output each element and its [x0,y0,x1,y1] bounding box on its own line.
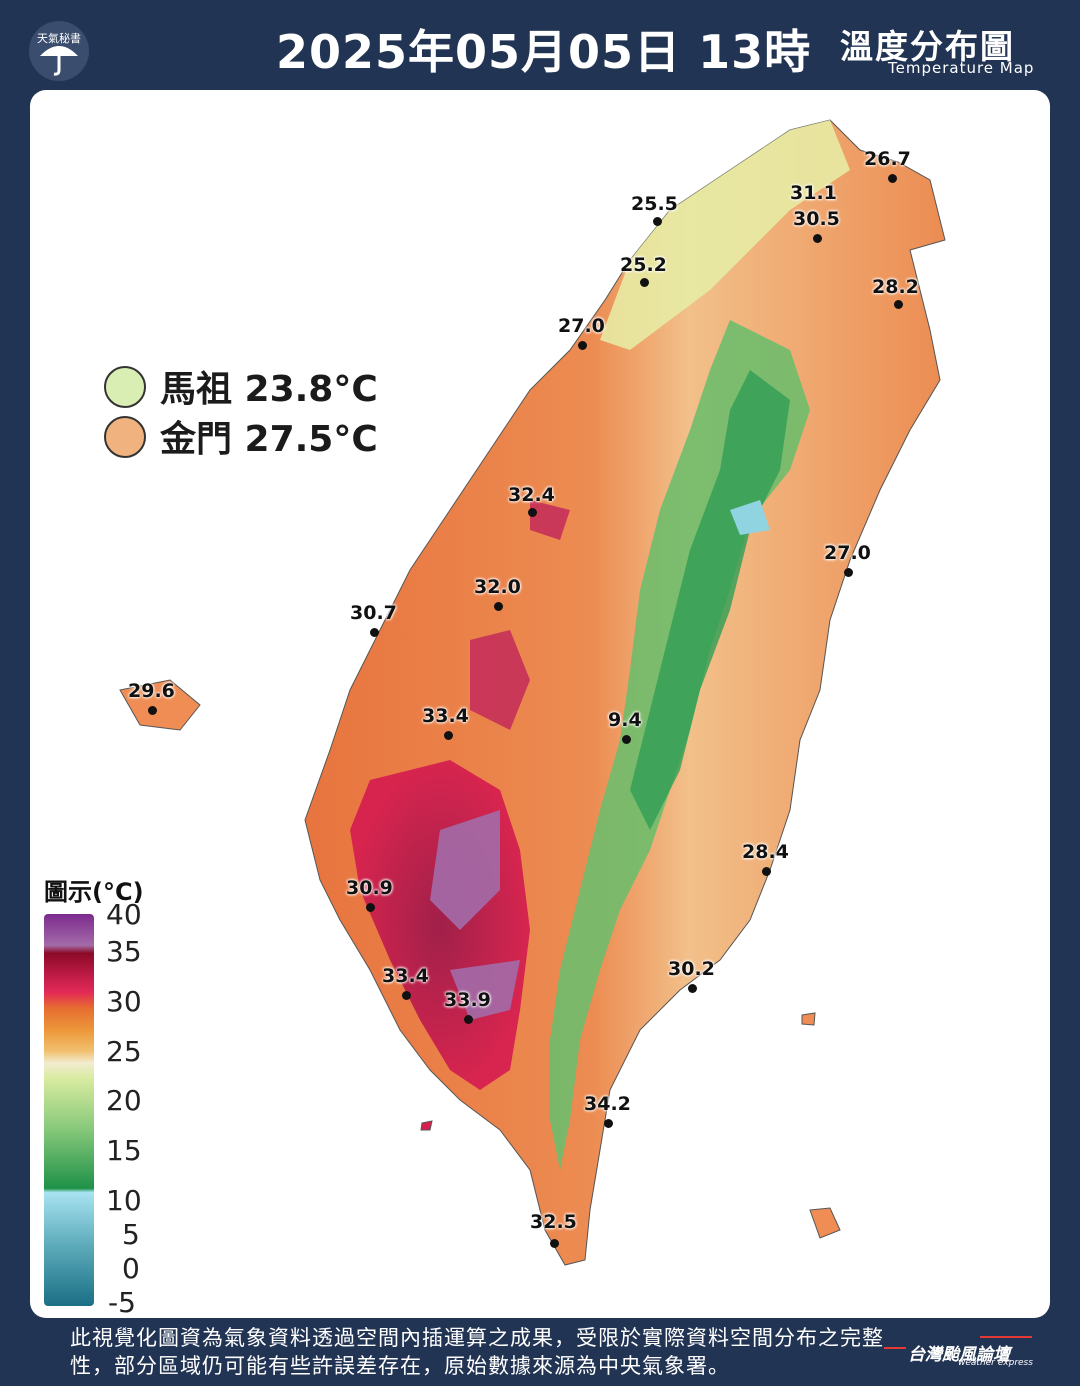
matsu-swatch [104,366,146,408]
typhoon-forum-logo-en: weather express [958,1358,1033,1368]
map-panel: 馬祖 23.8°C 金門 27.5°C 26.7 31.1 30.5 25.5 … [30,90,1050,1318]
tick-minus-5: -5 [108,1286,136,1318]
green-island [809,1207,841,1239]
legend-item-kinmen: 金門 27.5°C [74,408,378,460]
disclaimer-text: 此視覺化圖資為氣象資料透過空間內插運算之成果，受限於實際資料空間分布之完整性，部… [70,1326,884,1378]
southwest-hot-zone [350,760,530,1090]
header: 天氣秘書 2025年05月05日 13時 溫度分布圖 Temperature M… [0,0,1080,90]
tick-0: 0 [122,1252,140,1285]
colorbar-title: 圖示(°C) [44,878,144,906]
page-title: 2025年05月05日 13時 [276,25,812,79]
legend-item-matsu: 馬祖 23.8°C [74,358,378,410]
orchid-island [801,1012,816,1026]
footer: 此視覺化圖資為氣象資料透過空間內插運算之成果，受限於實際資料空間分布之完整性，部… [0,1318,1080,1386]
tick-35: 35 [106,935,142,968]
map-title: 溫度分布圖 [840,27,1015,66]
map-title-en: Temperature Map [888,59,1035,77]
tick-5: 5 [122,1218,140,1251]
legend-label-matsu: 馬祖 23.8°C [160,369,378,410]
typhoon-forum-logo: 台灣颱風論壇 [908,1345,1010,1365]
tick-15: 15 [106,1134,142,1167]
tick-25: 25 [106,1035,142,1068]
penghu-islands [119,679,201,731]
tick-30: 30 [106,985,142,1018]
tick-10: 10 [106,1184,142,1217]
lake [730,500,770,535]
kinmen-swatch [104,416,146,458]
temperature-map [119,119,946,1266]
tick-20: 20 [106,1084,142,1117]
weather-secretary-logo: 天氣秘書 [26,18,92,84]
tick-40: 40 [106,898,142,931]
colorbar [44,914,94,1306]
logo-text: 天氣秘書 [37,32,81,45]
legend-label-kinmen: 金門 27.5°C [160,419,378,460]
liuqiu-island [420,1120,433,1131]
